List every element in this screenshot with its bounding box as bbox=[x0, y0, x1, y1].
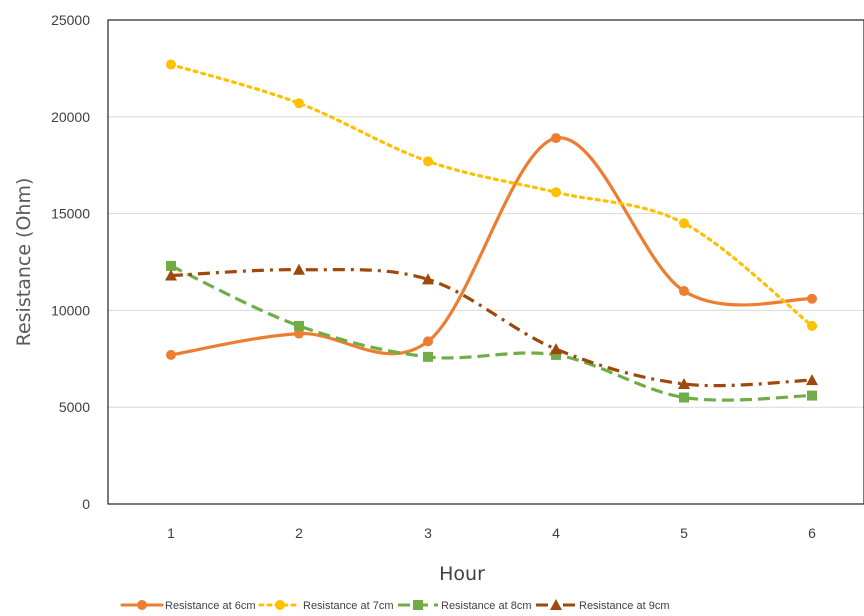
series-4 bbox=[165, 263, 818, 389]
y-axis-title: Resistance (Ohm) bbox=[13, 178, 35, 347]
legend-marker bbox=[550, 599, 562, 610]
legend-marker bbox=[137, 600, 147, 610]
series-3 bbox=[166, 260, 817, 403]
data-point bbox=[551, 349, 561, 360]
data-point bbox=[294, 328, 304, 339]
legend-label: Resistance at 7cm bbox=[303, 600, 393, 612]
data-point bbox=[807, 293, 817, 304]
x-tick-label: 1 bbox=[167, 525, 175, 541]
x-tick-label: 3 bbox=[424, 525, 432, 541]
legend-item: Resistance at 7cm bbox=[258, 600, 393, 612]
y-tick-label: 20000 bbox=[51, 109, 90, 125]
series-lines bbox=[165, 59, 818, 403]
legend-marker bbox=[275, 600, 285, 610]
gridlines bbox=[108, 116, 864, 408]
data-point bbox=[423, 351, 433, 362]
data-point bbox=[166, 349, 176, 360]
data-point bbox=[166, 260, 176, 271]
legend-label: Resistance at 8cm bbox=[441, 600, 531, 612]
data-point bbox=[679, 218, 689, 229]
legend-label: Resistance at 9cm bbox=[579, 600, 669, 612]
legend-marker bbox=[413, 600, 423, 610]
data-point bbox=[551, 187, 561, 198]
data-point bbox=[550, 343, 562, 355]
x-tick-label: 4 bbox=[552, 525, 560, 541]
legend: Resistance at 6cm Resistance at 7cm Resist… bbox=[120, 599, 669, 612]
data-point bbox=[166, 59, 176, 70]
y-tick-label: 25000 bbox=[51, 12, 90, 28]
series-line bbox=[169, 136, 814, 357]
data-point bbox=[422, 273, 434, 285]
x-tick-label: 2 bbox=[295, 525, 303, 541]
y-tick-label: 10000 bbox=[51, 302, 90, 318]
series-line bbox=[170, 267, 813, 388]
series-line bbox=[169, 62, 814, 328]
data-point bbox=[807, 390, 817, 401]
data-point bbox=[806, 374, 818, 386]
legend-item: Resistance at 9cm bbox=[536, 599, 669, 612]
data-point bbox=[551, 133, 561, 144]
series-line bbox=[170, 264, 813, 402]
y-tick-label: 0 bbox=[82, 496, 90, 512]
y-tick-label: 15000 bbox=[51, 206, 90, 222]
data-point bbox=[678, 377, 690, 389]
legend-item: Resistance at 6cm bbox=[120, 600, 255, 612]
series-1 bbox=[166, 133, 817, 360]
plot-area-border bbox=[107, 19, 864, 505]
data-point bbox=[423, 336, 433, 347]
data-point bbox=[294, 320, 304, 331]
data-point bbox=[165, 269, 177, 281]
x-tick-label: 6 bbox=[808, 525, 816, 541]
x-axis-title: Hour bbox=[439, 563, 485, 585]
data-point bbox=[679, 286, 689, 297]
x-axis-ticks: 1 2 3 4 5 6 bbox=[167, 525, 816, 541]
data-point bbox=[293, 263, 305, 275]
y-axis-ticks: 0 5000 10000 15000 20000 25000 bbox=[51, 12, 90, 512]
data-point bbox=[807, 320, 817, 331]
y-tick-label: 5000 bbox=[59, 399, 90, 415]
data-point bbox=[294, 98, 304, 109]
legend-item: Resistance at 8cm bbox=[398, 600, 531, 612]
series-2 bbox=[166, 59, 817, 331]
legend-label: Resistance at 6cm bbox=[165, 600, 255, 612]
data-point bbox=[679, 392, 689, 403]
data-point bbox=[423, 156, 433, 167]
x-tick-label: 5 bbox=[680, 525, 688, 541]
